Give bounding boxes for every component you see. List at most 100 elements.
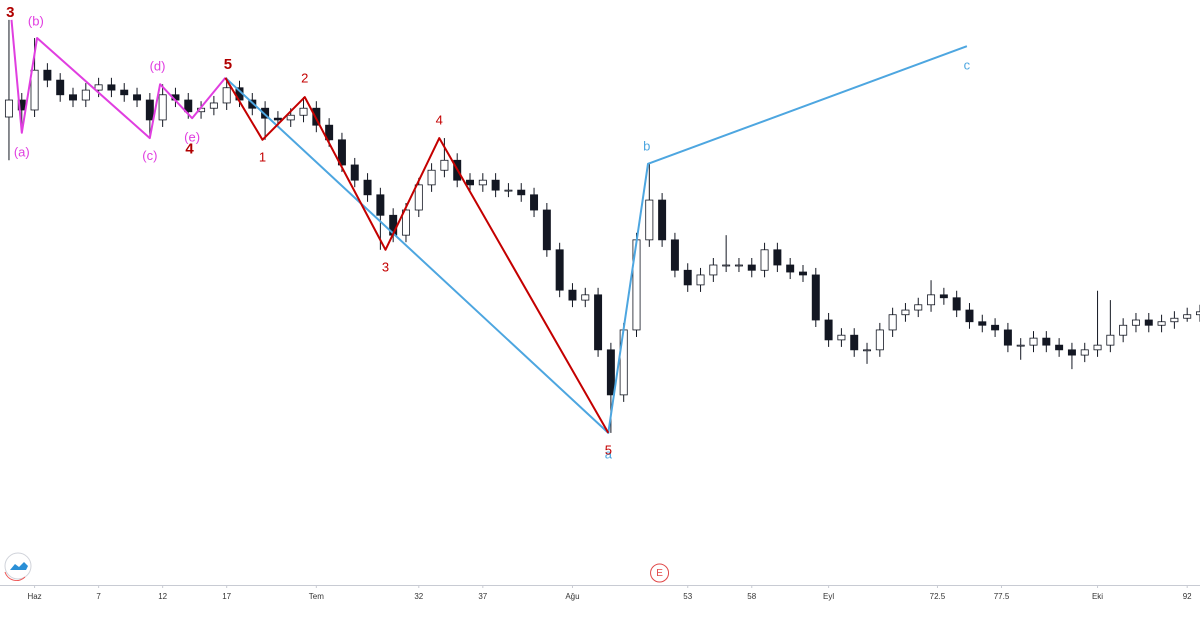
x-tick-label: 92: [1183, 592, 1192, 601]
candle-body: [1003, 329, 1012, 346]
candle-body: [94, 84, 103, 91]
candle-body: [1093, 344, 1102, 351]
wave-label: 4: [185, 141, 194, 158]
candle-body: [799, 271, 807, 276]
candle-body: [4, 99, 13, 118]
candle-body: [696, 274, 705, 286]
candle-body: [555, 249, 564, 291]
candle-body: [658, 199, 667, 241]
candle-body: [1183, 314, 1192, 319]
candle-body: [670, 239, 679, 271]
candle-body: [56, 79, 65, 96]
candle-body: [837, 334, 846, 341]
candle-body: [1119, 324, 1128, 336]
candle-body: [107, 84, 116, 91]
wave-line: [224, 77, 610, 434]
wave-label: 5: [224, 56, 232, 73]
candle-body: [517, 189, 526, 196]
candle-body: [1029, 337, 1038, 346]
candle-body: [568, 289, 577, 301]
x-tick-label: Ağu: [565, 592, 579, 601]
logo-arc: [4, 571, 26, 581]
wave-label: 3: [6, 4, 14, 21]
candle-body: [747, 264, 756, 271]
candle-body: [1067, 349, 1076, 356]
x-tick-label: 77.5: [994, 592, 1010, 601]
candle-body: [81, 89, 90, 101]
wave-label: 5: [605, 442, 612, 457]
candle-body: [1157, 321, 1166, 326]
candle-body: [965, 309, 974, 323]
candle-body: [760, 249, 769, 271]
candle-body: [466, 179, 474, 186]
candle-body: [875, 329, 884, 351]
candle-body: [286, 114, 295, 121]
wave-label: (e): [184, 129, 200, 144]
wave-label: (c): [142, 148, 157, 163]
candle-body: [786, 264, 795, 273]
candle-body: [158, 94, 167, 121]
candle-body: [376, 194, 385, 216]
candle-body: [863, 349, 872, 352]
x-tick-label: Eki: [1092, 592, 1103, 601]
candle-body: [363, 179, 372, 196]
candle-body: [273, 117, 282, 121]
x-tick-label: 32: [414, 592, 423, 601]
x-tick-label: 53: [683, 592, 692, 601]
logo[interactable]: [4, 552, 32, 581]
candle-body: [542, 209, 551, 251]
candle-body: [1170, 317, 1179, 323]
candle-body: [325, 124, 334, 141]
wave-line: [224, 45, 968, 434]
candle-body: [133, 94, 142, 101]
candles: [4, 19, 1200, 433]
candle-body: [581, 294, 590, 301]
candle-body: [248, 99, 257, 109]
candle-body: [209, 102, 218, 109]
candle-body: [184, 99, 193, 113]
wave-label: 1: [259, 149, 266, 164]
candle-body: [222, 87, 231, 104]
candle-body: [901, 309, 910, 316]
candle-body: [1055, 344, 1064, 351]
wave-line: [10, 19, 227, 140]
x-tick-label: Tem: [309, 592, 324, 601]
candle-body: [594, 294, 603, 351]
candle-body: [43, 69, 52, 81]
candle-body: [261, 107, 270, 119]
candle-body: [888, 314, 897, 331]
candle-body: [1016, 344, 1025, 347]
candle-body: [1042, 337, 1051, 346]
candle-body: [606, 349, 615, 396]
candle-body: [939, 294, 948, 299]
candle-body: [952, 297, 961, 311]
candle-body: [478, 179, 487, 186]
logo-circle[interactable]: [4, 552, 32, 580]
wave-label: c: [964, 58, 971, 73]
wave-label: 4: [436, 113, 443, 128]
candle-body: [491, 179, 500, 191]
candle-body: [773, 249, 782, 266]
candle-body: [350, 164, 359, 181]
candle-body: [120, 89, 129, 96]
x-tick-label: Eyl: [823, 592, 834, 601]
candle-body: [401, 209, 410, 236]
candle-body: [811, 274, 820, 321]
candle-body: [709, 264, 718, 276]
x-tick-label: 17: [222, 592, 231, 601]
candle-body: [1080, 349, 1089, 356]
x-tick-label: Haz: [27, 592, 41, 601]
candle-body: [1196, 311, 1200, 316]
candle-body: [991, 324, 1000, 331]
wave-label: b: [643, 138, 650, 153]
logo-icon[interactable]: [10, 562, 28, 570]
candle-body: [1131, 319, 1140, 326]
candle-body: [427, 169, 436, 186]
x-tick-label: 58: [747, 592, 756, 601]
x-tick-label: 37: [478, 592, 487, 601]
candle-body: [978, 321, 987, 326]
x-tick-label: 12: [158, 592, 167, 601]
event-marker-circle: [650, 563, 670, 583]
